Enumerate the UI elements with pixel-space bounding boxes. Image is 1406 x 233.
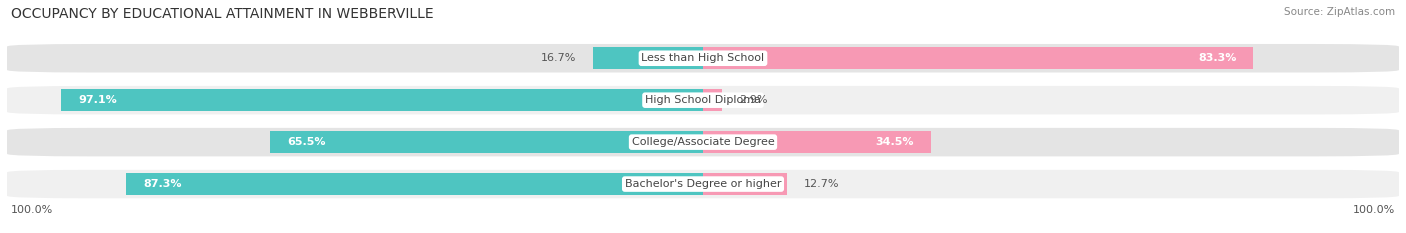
Text: Less than High School: Less than High School <box>641 53 765 63</box>
Bar <box>127 173 703 195</box>
Text: 34.5%: 34.5% <box>876 137 914 147</box>
Bar <box>703 47 1254 69</box>
Text: Source: ZipAtlas.com: Source: ZipAtlas.com <box>1284 7 1395 17</box>
Text: 16.7%: 16.7% <box>540 53 576 63</box>
Bar <box>593 47 703 69</box>
Text: 65.5%: 65.5% <box>287 137 326 147</box>
Text: 12.7%: 12.7% <box>804 179 839 189</box>
Text: 97.1%: 97.1% <box>79 95 117 105</box>
Text: 83.3%: 83.3% <box>1198 53 1237 63</box>
Bar <box>270 131 703 153</box>
Text: Bachelor's Degree or higher: Bachelor's Degree or higher <box>624 179 782 189</box>
Text: 100.0%: 100.0% <box>1353 205 1395 215</box>
FancyBboxPatch shape <box>7 86 1399 114</box>
FancyBboxPatch shape <box>7 128 1399 156</box>
FancyBboxPatch shape <box>7 170 1399 198</box>
FancyBboxPatch shape <box>7 44 1399 72</box>
Text: OCCUPANCY BY EDUCATIONAL ATTAINMENT IN WEBBERVILLE: OCCUPANCY BY EDUCATIONAL ATTAINMENT IN W… <box>11 7 434 21</box>
Text: 100.0%: 100.0% <box>11 205 53 215</box>
Bar <box>703 173 787 195</box>
Text: 87.3%: 87.3% <box>143 179 181 189</box>
Bar <box>703 131 931 153</box>
Bar <box>62 89 703 111</box>
Text: College/Associate Degree: College/Associate Degree <box>631 137 775 147</box>
Bar <box>703 89 723 111</box>
Text: High School Diploma: High School Diploma <box>645 95 761 105</box>
Text: 2.9%: 2.9% <box>740 95 768 105</box>
